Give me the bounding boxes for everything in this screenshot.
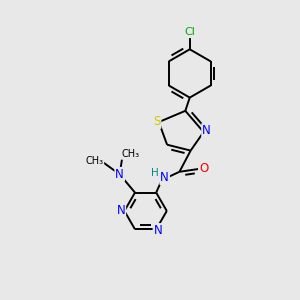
Text: CH₃: CH₃ xyxy=(122,149,140,159)
Text: S: S xyxy=(153,115,160,128)
Text: N: N xyxy=(115,168,124,181)
Text: N: N xyxy=(202,124,211,137)
Text: N: N xyxy=(116,205,125,218)
Text: Cl: Cl xyxy=(184,27,195,37)
Text: O: O xyxy=(199,162,208,175)
Text: N: N xyxy=(154,224,162,237)
Text: H: H xyxy=(152,168,159,178)
Text: CH₃: CH₃ xyxy=(85,156,103,167)
Text: N: N xyxy=(160,171,169,184)
